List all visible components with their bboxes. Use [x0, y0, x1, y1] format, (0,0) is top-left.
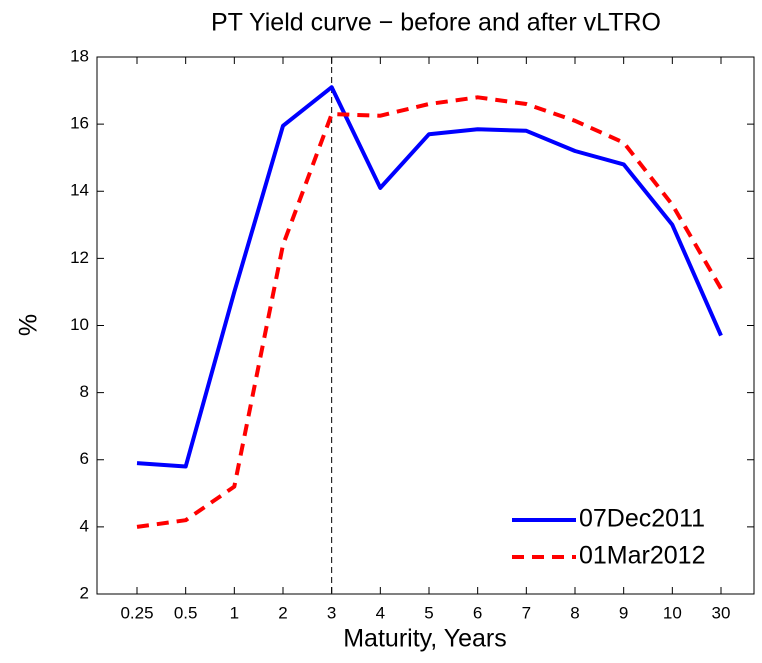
- y-tick-label: 6: [80, 449, 89, 468]
- y-tick-label: 12: [70, 248, 89, 267]
- legend-label: 01Mar2012: [579, 542, 705, 570]
- y-tick-label: 10: [70, 315, 89, 334]
- x-tick-label: 2: [278, 603, 287, 622]
- x-tick-label: 9: [619, 603, 628, 622]
- y-tick-label: 14: [70, 181, 89, 200]
- x-tick-label: 3: [327, 603, 336, 622]
- y-tick-label: 4: [80, 516, 89, 535]
- x-tick-label: 4: [376, 603, 385, 622]
- x-tick-label: 5: [424, 603, 433, 622]
- x-axis-label: Maturity, Years: [343, 625, 507, 653]
- chart-title: PT Yield curve − before and after vLTRO: [211, 9, 661, 37]
- x-tick-label: 6: [473, 603, 482, 622]
- y-tick-label: 8: [80, 382, 89, 401]
- y-axis-label: %: [15, 314, 43, 336]
- series-line: [136, 95, 723, 529]
- y-tick-label: 18: [70, 46, 89, 65]
- y-tick-label: 16: [70, 114, 89, 133]
- x-tick-label: 30: [712, 603, 731, 622]
- x-tick-label: 1: [230, 603, 239, 622]
- series-line: [136, 85, 723, 469]
- x-tick-label: 0.5: [174, 603, 198, 622]
- legend-label: 07Dec2011: [579, 505, 705, 533]
- x-tick-label: 0.25: [120, 603, 153, 622]
- x-tick-label: 7: [522, 603, 531, 622]
- y-tick-label: 2: [80, 583, 89, 602]
- x-tick-label: 8: [570, 603, 579, 622]
- x-tick-label: 10: [663, 603, 682, 622]
